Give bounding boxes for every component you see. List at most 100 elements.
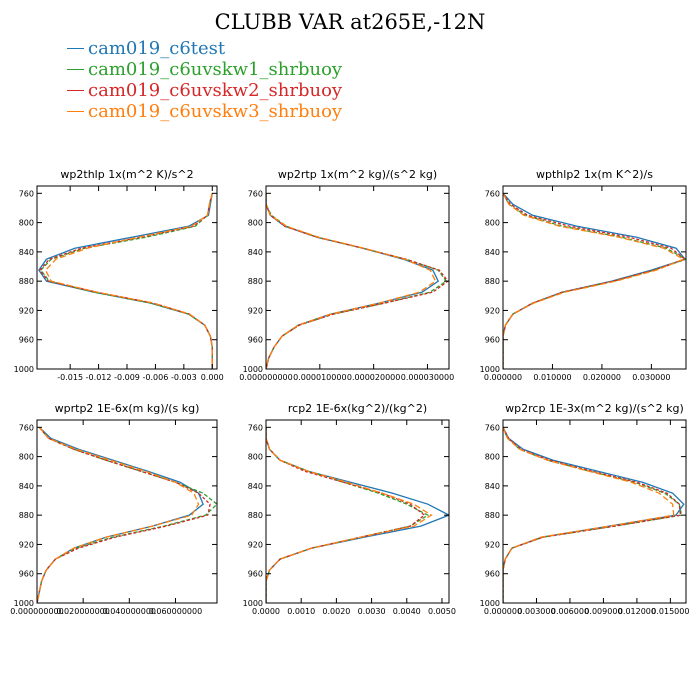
- x-tick-label: 0.020000: [583, 373, 621, 382]
- x-tick-label: -0.012: [86, 373, 112, 382]
- legend-swatch: [67, 90, 84, 91]
- x-tick-label: -0.003: [171, 373, 197, 382]
- y-tick-label: 880: [19, 511, 34, 520]
- y-tick-label: 760: [485, 189, 500, 198]
- y-tick-label: 1000: [480, 365, 500, 374]
- series-line: [266, 427, 430, 603]
- y-tick-label: 920: [19, 540, 34, 549]
- y-tick-label: 800: [248, 453, 263, 462]
- x-tick-label: 0.000030000: [401, 373, 454, 382]
- panel-2: wp2rtp 1x(m^2 kg)/(s^2 kg) 760 800 840 880 92…: [239, 168, 454, 382]
- series-line: [503, 192, 686, 369]
- legend-label: cam019_c6test: [88, 38, 226, 59]
- series-line: [266, 193, 449, 369]
- panel-4: wprtp2 1E-6x(m kg)/(s kg) 760 800 840 880 920…: [10, 402, 218, 616]
- series-line: [44, 193, 213, 369]
- plot-frame: [502, 419, 687, 604]
- legend-item: cam019_c6test: [67, 38, 342, 59]
- y-tick-label: 760: [19, 189, 34, 198]
- y-tick-label: 1000: [14, 599, 34, 608]
- panel-6: wp2rcp 1E-3x(m^2 kg)/(s^2 kg) 760 800 840 88…: [480, 402, 690, 616]
- x-tick-label: 0.006000: [551, 607, 589, 616]
- panel-title: wp2thlp 1x(m^2 K)/s^2: [60, 168, 193, 181]
- y-tick-label: 760: [19, 423, 34, 432]
- x-tick-label: 0.000020000: [347, 373, 400, 382]
- y-tick-label: 880: [485, 277, 500, 286]
- y-tick-label: 880: [19, 277, 34, 286]
- y-tick-label: 920: [485, 306, 500, 315]
- y-tick-label: 920: [19, 306, 34, 315]
- legend-swatch: [67, 48, 84, 49]
- y-tick-label: 1000: [243, 365, 263, 374]
- series-line: [39, 193, 213, 369]
- series-line: [503, 192, 686, 369]
- y-tick-label: 760: [248, 423, 263, 432]
- x-tick-label: 0.020000000: [56, 607, 109, 616]
- x-tick-label: -0.006: [143, 373, 169, 382]
- y-tick-label: 840: [19, 248, 34, 257]
- y-tick-label: 840: [485, 248, 500, 257]
- y-tick-label: 920: [485, 540, 500, 549]
- x-tick-label: 0.000010000: [293, 373, 346, 382]
- y-tick-label: 1000: [14, 365, 34, 374]
- y-tick-label: 840: [248, 248, 263, 257]
- series-line: [37, 426, 211, 603]
- x-tick-label: 0.0010: [287, 607, 315, 616]
- y-tick-label: 1000: [243, 599, 263, 608]
- series-line: [266, 193, 448, 369]
- x-tick-label: 0.0020: [322, 607, 350, 616]
- x-tick-label: 0.000000000: [239, 373, 292, 382]
- series-line: [37, 426, 204, 603]
- x-tick-label: 0.060000000: [149, 607, 202, 616]
- plot-frame: [265, 419, 450, 604]
- x-tick-label: 0.000000: [484, 373, 522, 382]
- x-tick-label: 0.0030: [358, 607, 386, 616]
- y-tick-label: 880: [485, 511, 500, 520]
- panel-5: rcp2 1E-6x(kg^2)/(kg^2) 760 800 840 880 920 96…: [243, 402, 456, 616]
- x-tick-label: -0.009: [114, 373, 140, 382]
- series-line: [38, 193, 213, 369]
- x-tick-label: 0.015000: [651, 607, 689, 616]
- y-tick-label: 960: [485, 570, 500, 579]
- plot-frame: [36, 419, 218, 604]
- panel-title: wpthlp2 1x(m K^2)/s: [536, 168, 653, 181]
- y-tick-label: 960: [248, 570, 263, 579]
- y-tick-label: 800: [19, 219, 34, 228]
- figure-title: CLUBB VAR at265E,-12N: [214, 10, 486, 34]
- y-tick-label: 880: [248, 511, 263, 520]
- series-line: [266, 427, 426, 603]
- plot-frame: [265, 185, 450, 370]
- panel-title: wp2rcp 1E-3x(m^2 kg)/(s^2 kg): [505, 402, 684, 415]
- series-line: [503, 427, 685, 603]
- y-tick-label: 760: [485, 423, 500, 432]
- y-tick-label: 960: [248, 336, 263, 345]
- y-tick-label: 800: [485, 453, 500, 462]
- x-tick-label: 0.0040: [393, 607, 421, 616]
- series-line: [37, 426, 200, 603]
- x-tick-label: 0.030000: [632, 373, 670, 382]
- legend-label: cam019_c6uvskw2_shrbuoy: [88, 80, 343, 101]
- x-tick-label: 0.0050: [428, 607, 456, 616]
- y-tick-label: 920: [248, 306, 263, 315]
- series-line: [266, 427, 449, 603]
- series-line: [503, 193, 686, 369]
- x-tick-label: 0.003000: [517, 607, 555, 616]
- legend-label: cam019_c6uvskw1_shrbuoy: [88, 59, 343, 80]
- y-tick-label: 840: [248, 482, 263, 491]
- series-line: [266, 193, 440, 369]
- x-tick-label: 0.009000: [584, 607, 622, 616]
- y-tick-label: 760: [248, 189, 263, 198]
- y-tick-label: 840: [485, 482, 500, 491]
- legend-item: cam019_c6uvskw3_shrbuoy: [67, 101, 342, 122]
- y-tick-label: 800: [19, 453, 34, 462]
- panel-title: wp2rtp 1x(m^2 kg)/(s^2 kg): [278, 168, 437, 181]
- panel-1: wp2thlp 1x(m^2 K)/s^2 760 800 840 880 920 960 1…: [14, 168, 224, 382]
- legend-item: cam019_c6uvskw1_shrbuoy: [67, 59, 342, 80]
- legend-swatch: [67, 69, 84, 70]
- panel-3: wpthlp2 1x(m K^2)/s 760 800 840 880 920 960 100…: [480, 168, 687, 382]
- legend-item: cam019_c6uvskw2_shrbuoy: [67, 80, 342, 101]
- panel-title: wprtp2 1E-6x(m kg)/(s kg): [55, 402, 200, 415]
- series-line: [503, 193, 686, 369]
- y-tick-label: 960: [485, 336, 500, 345]
- series-line: [503, 427, 675, 603]
